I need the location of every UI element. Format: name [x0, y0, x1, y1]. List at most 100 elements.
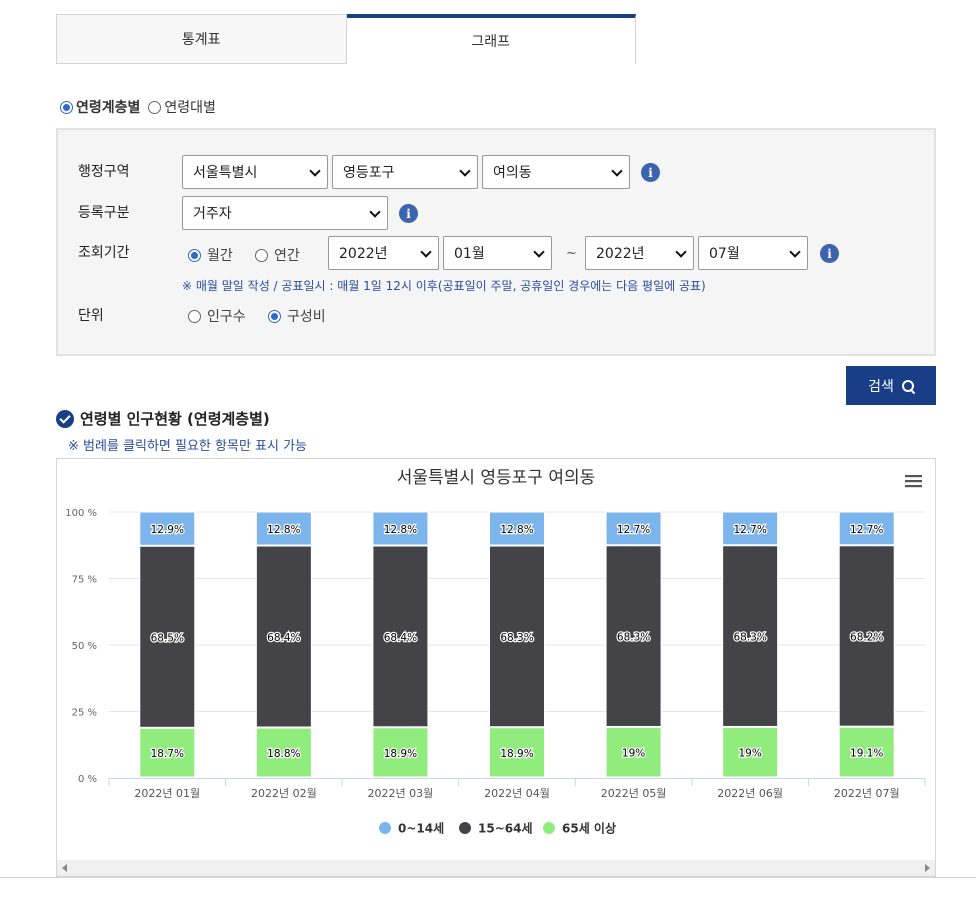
data-label: 18.7% — [151, 748, 184, 760]
bar-segment — [139, 727, 196, 778]
period-monthly-option[interactable]: 월간 — [188, 245, 233, 265]
registration-value: 거주자 — [193, 206, 232, 222]
chevron-down-icon — [675, 246, 687, 258]
legend-label: 65세 이상 — [562, 821, 616, 836]
radio-ratio[interactable] — [268, 309, 281, 323]
bar-segment — [722, 511, 779, 546]
end-year-select[interactable]: 2022년 — [585, 236, 694, 270]
data-label: 19% — [622, 748, 645, 760]
y-axis: 0 % 25 % 50 % 75 % 100 % — [65, 508, 97, 785]
end-month-select[interactable]: 07월 — [698, 236, 808, 270]
chevron-down-icon — [789, 246, 801, 258]
x-tick-label: 2022년 03월 — [368, 787, 434, 800]
start-year-value: 2022년 — [339, 246, 388, 262]
chart-scrollbar[interactable] — [57, 860, 935, 876]
search-button[interactable]: 검색 — [846, 366, 936, 405]
data-label: 18.9% — [384, 748, 417, 760]
data-label: 19% — [738, 748, 761, 760]
legend-hint: ※ 범례를 클릭하면 필요한 항목만 표시 가능 — [68, 439, 308, 454]
start-year-select[interactable]: 2022년 — [328, 236, 439, 270]
legend-label: 15~64세 — [478, 821, 533, 836]
stacked-bar-chart: 서울특별시 영등포구 여의동 0 % 25 % 50 % 75 % 100 % 18.7… — [65, 468, 926, 836]
end-month-value: 07월 — [709, 246, 740, 262]
unit-population-option[interactable]: 인구수 — [188, 306, 246, 326]
data-label: 12.9% — [151, 524, 184, 536]
data-label: 68.2% — [850, 631, 883, 643]
radio-population[interactable] — [188, 309, 201, 323]
legend-marker — [379, 822, 391, 834]
x-tick-label: 2022년 06월 — [717, 787, 783, 800]
data-label: 12.7% — [850, 524, 883, 536]
region-sigungu-select[interactable]: 영등포구 — [332, 155, 478, 189]
bar-segment — [255, 545, 312, 728]
region-sido-value: 서울특별시 — [193, 165, 258, 181]
chevron-down-icon — [309, 165, 321, 177]
scroll-left-icon[interactable] — [62, 864, 67, 872]
chevron-down-icon — [369, 206, 381, 218]
view-mode-age-band-label: 연령대별 — [164, 100, 216, 116]
start-month-select[interactable]: 01월 — [443, 236, 552, 270]
radio-yearly[interactable] — [255, 248, 268, 262]
region-dong-select[interactable]: 여의동 — [482, 155, 630, 189]
region-label: 행정구역 — [78, 164, 130, 180]
start-month-value: 01월 — [454, 246, 485, 262]
data-label: 12.8% — [500, 524, 533, 536]
chevron-down-icon — [459, 165, 471, 177]
view-mode-age-group[interactable]: 연령계층별 — [60, 97, 140, 117]
y-tick-label: 50 % — [72, 641, 97, 652]
legend-label: 0~14세 — [398, 821, 444, 836]
legend-item[interactable]: 65세 이상 — [543, 821, 616, 836]
registration-select[interactable]: 거주자 — [182, 196, 388, 230]
info-icon[interactable]: i — [820, 244, 839, 263]
y-tick-label: 0 % — [78, 774, 97, 785]
bar-segment — [372, 545, 429, 728]
region-sido-select[interactable]: 서울특별시 — [182, 155, 328, 189]
view-mode-age-band[interactable]: 연령대별 — [148, 97, 216, 117]
check-circle-icon — [56, 409, 74, 428]
period-yearly-option[interactable]: 연간 — [255, 245, 300, 265]
bar-segment — [255, 511, 312, 546]
data-label: 18.9% — [500, 748, 533, 760]
data-label: 12.8% — [384, 524, 417, 536]
data-label: 68.4% — [384, 632, 417, 644]
data-label: 19.1% — [850, 748, 883, 760]
data-label: 68.5% — [151, 632, 184, 644]
x-tick-label: 2022년 07월 — [834, 787, 900, 800]
legend-item[interactable]: 0~14세 — [379, 821, 444, 836]
bar-segment — [372, 727, 429, 778]
bar-segment — [838, 726, 895, 778]
chevron-down-icon — [533, 246, 545, 258]
unit-ratio-option[interactable]: 구성비 — [268, 306, 326, 326]
bar-segment — [838, 511, 895, 546]
radio-monthly[interactable] — [188, 248, 201, 262]
radio-age-band[interactable] — [148, 100, 162, 114]
legend-marker — [543, 822, 555, 834]
scroll-right-icon[interactable] — [925, 864, 930, 872]
bar-segment — [605, 545, 662, 727]
data-label: 18.8% — [267, 748, 300, 760]
legend-item[interactable]: 15~64세 — [459, 821, 533, 836]
tab-graph[interactable]: 그래프 — [346, 14, 636, 64]
period-separator: ~ — [566, 246, 577, 261]
section-title-text: 연령별 인구현황 (연령계층별) — [80, 410, 270, 428]
tab-bar: 통계표 그래프 — [56, 14, 636, 64]
tab-table[interactable]: 통계표 — [56, 14, 347, 64]
bar-segment — [605, 511, 662, 546]
chart-legend[interactable]: 0~14세 15~64세 65세 이상 — [379, 821, 616, 836]
radio-age-group[interactable] — [60, 100, 73, 114]
end-year-value: 2022년 — [596, 246, 645, 262]
bar-segment — [372, 511, 429, 546]
chart-container: 서울특별시 영등포구 여의동 0 % 25 % 50 % 75 % 100 % 18.7… — [56, 458, 936, 877]
legend-marker — [459, 822, 471, 834]
bar-segment — [255, 727, 312, 778]
hamburger-menu-icon[interactable] — [905, 475, 922, 488]
info-icon[interactable]: i — [641, 163, 660, 182]
search-icon — [901, 379, 914, 392]
chevron-down-icon — [420, 246, 432, 258]
bar-segment — [722, 545, 779, 727]
x-tick-label: 2022년 01월 — [134, 787, 200, 800]
x-tick-label: 2022년 04월 — [484, 787, 550, 800]
page-divider — [0, 877, 976, 878]
period-label: 조회기간 — [78, 245, 130, 261]
info-icon[interactable]: i — [399, 204, 418, 223]
